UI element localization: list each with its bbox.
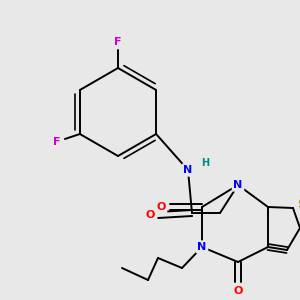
Text: N: N [233,180,243,190]
Text: F: F [114,37,122,47]
Text: H: H [201,158,209,168]
Text: N: N [197,242,207,252]
Text: O: O [233,286,243,296]
Text: O: O [145,210,155,220]
Text: F: F [53,137,61,147]
Text: N: N [183,165,193,175]
Text: O: O [156,202,166,212]
Text: S: S [297,197,300,211]
